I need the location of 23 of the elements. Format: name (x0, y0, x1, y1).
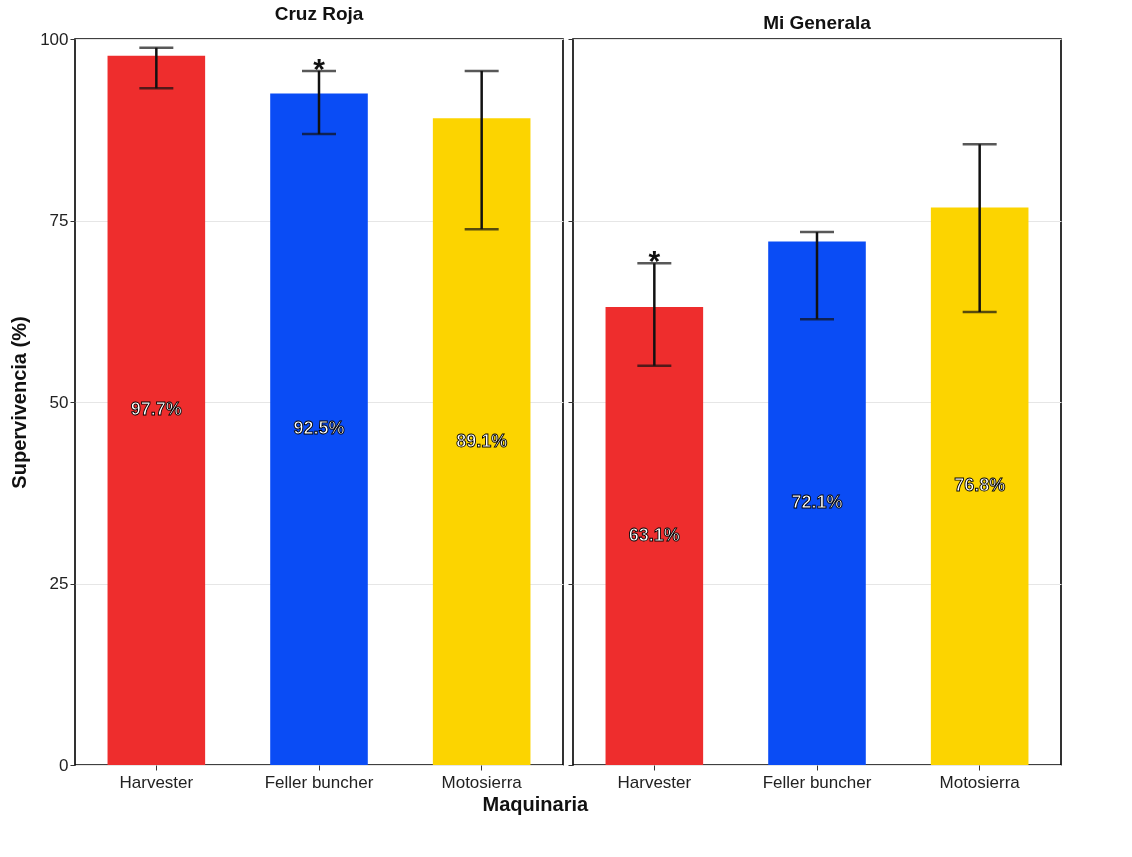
data-label: 97.7% (130, 399, 182, 420)
data-label: 76.8% (954, 475, 1006, 496)
y-tick-label: 100 (40, 29, 69, 49)
y-tick-label: 25 (49, 574, 69, 593)
y-tick-label: 75 (49, 211, 69, 230)
x-tick-label: Harvester (617, 772, 692, 792)
y-axis-title: Supervivencia (%) (8, 316, 31, 489)
chart-title: Mi Generala (763, 11, 872, 33)
x-tick-label: Feller buncher (264, 772, 374, 792)
y-tick-label: 0 (59, 755, 69, 775)
annotation: * (648, 244, 661, 278)
x-tick-label: Motosierra (939, 772, 1021, 792)
data-label: 92.5% (293, 418, 345, 439)
x-tick-label: Harvester (119, 772, 194, 792)
data-label: 89.1% (456, 430, 508, 451)
x-tick-label: Motosierra (441, 772, 523, 792)
x-tick-label: Feller buncher (762, 772, 872, 792)
y-tick-label: 50 (49, 392, 69, 412)
data-label: 72.1% (791, 492, 843, 513)
chart-title: Cruz Roja (274, 3, 364, 24)
data-label: 63.1% (628, 524, 680, 545)
annotation: * (313, 51, 326, 85)
x-axis-title: Maquinaria (482, 792, 589, 815)
